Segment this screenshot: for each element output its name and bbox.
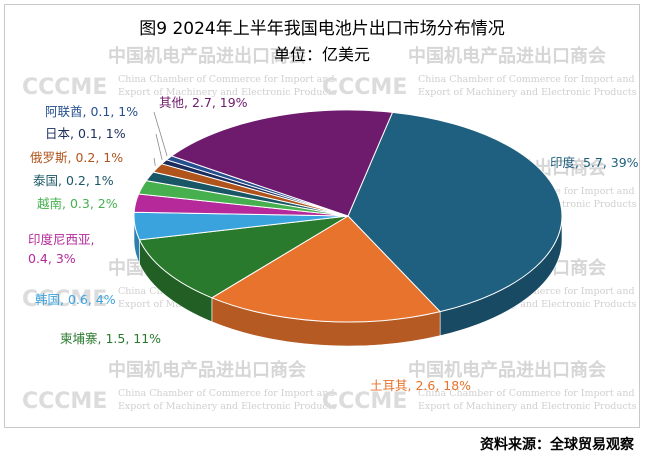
watermark-en-1: China Chamber of Commerce for Import and <box>118 74 335 85</box>
watermark-cn: 中国机电产品进出口商会 <box>408 45 606 67</box>
data-label-line: 土耳其, 2.6, 18% <box>370 378 471 393</box>
watermark-en-2: Export of Machinery and Electronic Produ… <box>418 87 637 98</box>
watermark-logo: CCCME <box>22 389 107 414</box>
data-label: 泰国, 0.2, 1% <box>33 173 114 188</box>
watermark-en-2: Export of Machinery and Electronic Produ… <box>118 401 337 412</box>
data-label-line: 泰国, 0.2, 1% <box>33 173 114 188</box>
watermark-cn: 中国机电产品进出口商会 <box>408 359 606 381</box>
leader-line <box>155 133 163 160</box>
watermark-logo: CCCME <box>22 75 107 100</box>
watermark-en-2: Export of Machinery and Electronic Produ… <box>118 87 337 98</box>
data-label-line: 俄罗斯, 0.2, 1% <box>30 150 123 165</box>
data-label: 印度尼西亚, 0.4, 3% <box>28 232 94 266</box>
data-label-line: 印度尼西亚, <box>28 232 94 247</box>
data-label-line: 其他, 2.7, 19% <box>159 95 248 110</box>
pie-slice <box>138 215 349 299</box>
data-label-line: 日本, 0.1, 1% <box>45 126 126 141</box>
data-label-line: 阿联酋, 0.1, 1% <box>45 104 138 119</box>
chart-title: 图9 2024年上半年我国电池片出口市场分布情况 <box>139 19 504 39</box>
watermark-en-1: China Chamber of Commerce for Import and <box>418 388 635 399</box>
pie-slices <box>133 109 563 347</box>
data-label: 土耳其, 2.6, 18% <box>370 378 471 393</box>
watermark-logo: CCCME <box>322 75 407 100</box>
data-label: 柬埔寨, 1.5, 11% <box>60 331 161 346</box>
data-label-line: 韩国, 0.6, 4% <box>35 292 116 307</box>
watermark-en-2: Export of Machinery and Electronic Produ… <box>418 401 637 412</box>
data-label-line: 柬埔寨, 1.5, 11% <box>60 331 161 346</box>
leader-line <box>153 157 156 166</box>
data-label: 阿联酋, 0.1, 1% <box>45 104 138 119</box>
leader-lines <box>153 111 168 166</box>
data-label-line: 越南, 0.3, 2% <box>37 196 118 211</box>
data-labels: 印度, 5.7, 39% 土耳其, 2.6, 18% 柬埔寨, 1.5, 11% 韩国… <box>28 95 639 393</box>
watermark-cn: 中国机电产品进出口商会 <box>108 45 306 67</box>
pie-slice <box>210 215 442 323</box>
data-label: 日本, 0.1, 1% <box>45 126 126 141</box>
pie-slice <box>170 109 394 217</box>
watermark-en-1: China Chamber of Commerce for Import and <box>118 388 335 399</box>
watermark-en-2: Export of Machinery and Electronic Produ… <box>418 299 637 310</box>
data-label-line: 印度, 5.7, 39% <box>550 155 639 170</box>
source-note: 资料来源：全球贸易观察 <box>480 437 634 453</box>
data-label: 越南, 0.3, 2% <box>37 196 118 211</box>
data-label: 印度, 5.7, 39% <box>550 155 639 170</box>
data-label: 韩国, 0.6, 4% <box>35 292 116 307</box>
pie-slice <box>347 111 563 313</box>
data-label: 俄罗斯, 0.2, 1% <box>30 150 123 165</box>
leader-line <box>153 111 168 156</box>
watermark-en-1: China Chamber of Commerce for Import and <box>418 74 635 85</box>
chart-subtitle: 单位：亿美元 <box>274 45 370 64</box>
watermark-logo: CCCME <box>322 389 407 414</box>
watermark-logo: CCCME <box>22 287 107 312</box>
watermark-cn: 中国机电产品进出口商会 <box>108 359 306 381</box>
data-label-line: 0.4, 3% <box>28 251 76 266</box>
data-label: 其他, 2.7, 19% <box>159 95 248 110</box>
